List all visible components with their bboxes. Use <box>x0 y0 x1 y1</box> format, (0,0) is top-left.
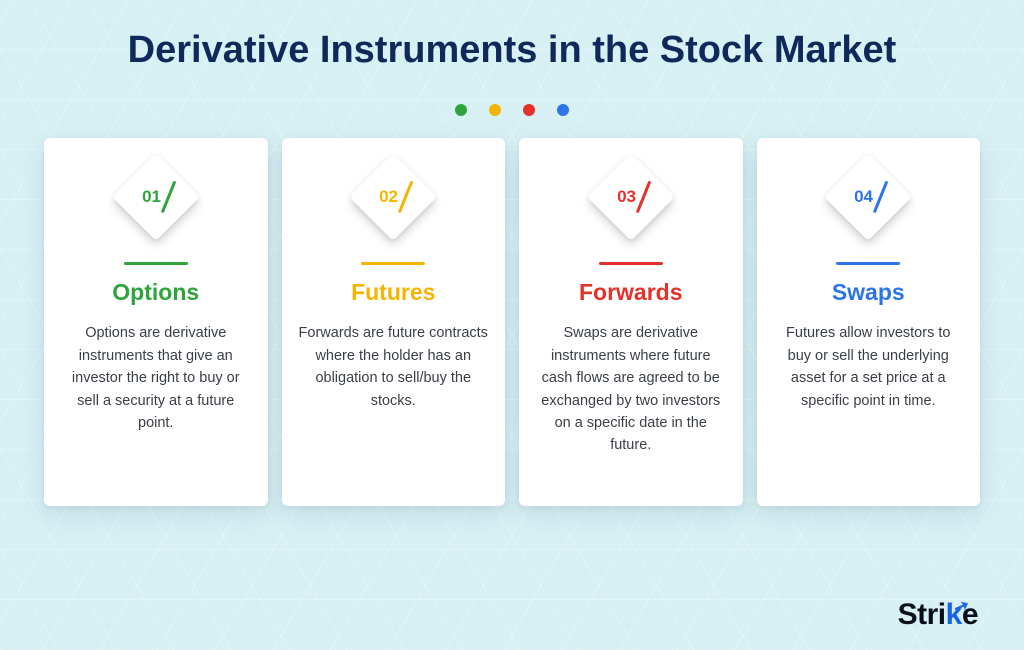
dot-1 <box>455 104 467 116</box>
card-row: 01 Options Options are derivative instru… <box>0 138 1024 506</box>
card-body: Swaps are derivative instruments where f… <box>533 322 729 457</box>
card-forwards: 03 Forwards Swaps are derivative instrum… <box>519 138 743 506</box>
badge-number: 03 <box>617 187 636 207</box>
brand-prefix: Stri <box>898 598 946 632</box>
card-title: Swaps <box>771 279 967 306</box>
badge-number: 01 <box>142 187 161 207</box>
badge-diamond: 02 <box>349 153 437 241</box>
card-title: Futures <box>296 279 492 306</box>
badge-slash-icon <box>873 180 888 212</box>
badge-number: 02 <box>380 187 399 207</box>
dot-2 <box>489 104 501 116</box>
card-swaps: 04 Swaps Futures allow investors to buy … <box>757 138 981 506</box>
brand-logo: Strik➚e <box>898 598 978 632</box>
title-underline <box>599 262 663 266</box>
card-title: Options <box>58 279 254 306</box>
badge-diamond: 04 <box>824 153 912 241</box>
card-futures: 02 Futures Forwards are future contracts… <box>282 138 506 506</box>
card-options: 01 Options Options are derivative instru… <box>44 138 268 506</box>
decorative-dots <box>0 104 1024 116</box>
title-underline <box>361 262 425 266</box>
badge-slash-icon <box>161 180 176 212</box>
page-title: Derivative Instruments in the Stock Mark… <box>0 28 1024 74</box>
badge-number: 04 <box>855 187 874 207</box>
badge-diamond: 01 <box>112 153 200 241</box>
card-body: Futures allow investors to buy or sell t… <box>771 322 967 412</box>
brand-accent: k➚ <box>946 598 962 632</box>
badge-slash-icon <box>398 180 413 212</box>
card-title: Forwards <box>533 279 729 306</box>
dot-4 <box>557 104 569 116</box>
badge-diamond: 03 <box>587 153 675 241</box>
card-body: Options are derivative instruments that … <box>58 322 254 434</box>
title-underline <box>124 262 188 266</box>
badge-slash-icon <box>636 180 651 212</box>
title-underline <box>836 262 900 266</box>
dot-3 <box>523 104 535 116</box>
card-body: Forwards are future contracts where the … <box>296 322 492 412</box>
heading-section: Derivative Instruments in the Stock Mark… <box>0 0 1024 86</box>
